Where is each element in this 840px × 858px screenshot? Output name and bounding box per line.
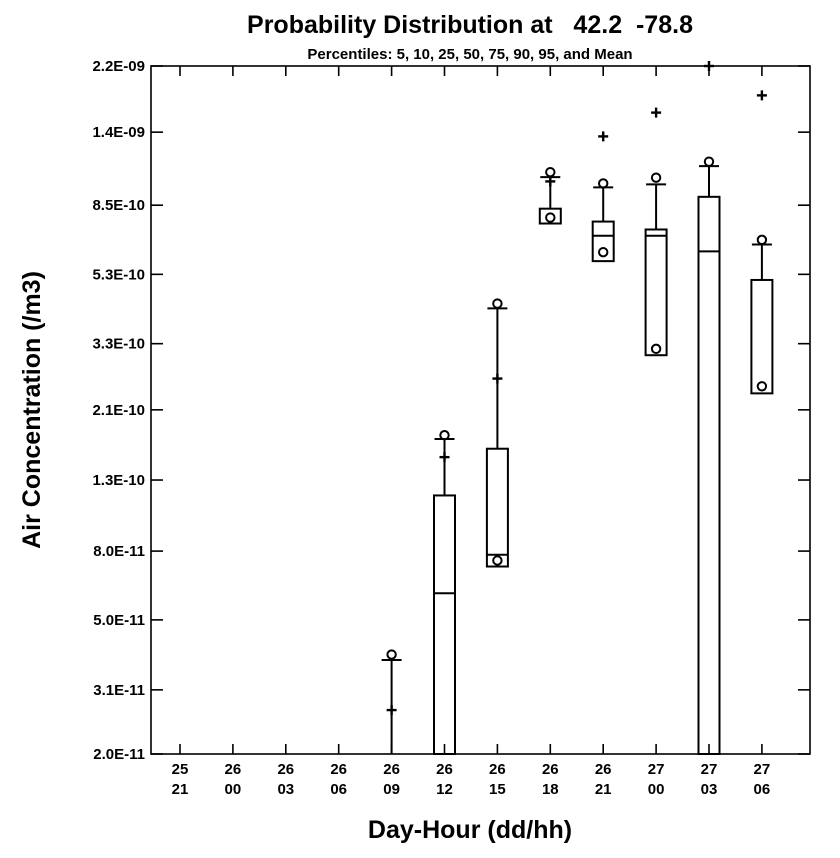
x-tick-label-day: 26 — [542, 761, 559, 778]
chart-title: Probability Distribution at 42.2 -78.8 — [247, 11, 693, 39]
p5-marker — [545, 212, 556, 223]
x-tick-label-hour: 21 — [172, 781, 189, 798]
box-plot-26-12 — [433, 430, 456, 755]
x-tick-label-day: 26 — [225, 761, 242, 778]
box-iqr — [644, 228, 668, 357]
x-tick-label-hour: 06 — [754, 781, 771, 798]
p95-marker — [439, 430, 450, 441]
y-tick-label: 3.1E-11 — [93, 682, 145, 699]
x-tick-label-hour: 00 — [225, 781, 242, 798]
y-tick-label: 2.0E-11 — [93, 746, 145, 763]
x-tick-label-hour: 15 — [489, 781, 506, 798]
y-tick-label: 8.5E-10 — [92, 197, 145, 214]
x-tick-label-hour: 03 — [701, 781, 718, 798]
y-tick-label: 1.4E-09 — [92, 124, 145, 141]
x-tick-label-hour: 12 — [436, 781, 453, 798]
p95-marker — [598, 178, 609, 189]
x-tick-label-hour: 00 — [648, 781, 665, 798]
y-tick-label: 5.0E-11 — [93, 612, 145, 629]
x-axis-label: Day-Hour (dd/hh) — [368, 816, 572, 844]
box-plot-26-21 — [591, 131, 615, 263]
p95-marker — [386, 649, 397, 660]
p5-marker — [598, 246, 609, 258]
p95-marker — [545, 166, 556, 178]
y-axis: 2.0E-11 3.1E-11 5.0E-11 8.0E-11 1.3E-10 2.1E-… — [92, 58, 810, 763]
x-tick-label-day: 27 — [701, 761, 718, 778]
box-plot-27-03 — [697, 61, 721, 755]
y-tick-label: 2.1E-10 — [92, 402, 145, 419]
box-plot-27-06 — [750, 90, 774, 395]
box-plot-26-09 — [381, 649, 402, 754]
box-plot-27-00 — [644, 107, 668, 357]
x-tick-label-hour: 03 — [277, 781, 294, 798]
x-tick-label-day: 26 — [595, 761, 612, 778]
p95-marker — [756, 234, 768, 246]
box-iqr — [591, 220, 615, 263]
x-tick-label-day: 27 — [754, 761, 771, 778]
y-tick-label: 8.0E-11 — [93, 543, 145, 560]
y-tick-label: 1.3E-10 — [92, 472, 145, 489]
x-axis: 25 21 26 00 26 03 26 06 26 09 26 12 26 15 26 18 26 21 27 00… — [172, 66, 771, 798]
x-tick-label-hour: 18 — [542, 781, 559, 798]
x-tick-label-day: 26 — [330, 761, 347, 778]
x-tick-label-hour: 06 — [330, 781, 347, 798]
p5-marker — [650, 343, 662, 355]
x-tick-label-day: 26 — [436, 761, 453, 778]
y-tick-label: 5.3E-10 — [92, 266, 145, 283]
box-iqr — [750, 278, 774, 395]
box-plots — [381, 61, 774, 755]
y-tick-label: 2.2E-09 — [92, 58, 145, 75]
p95-marker — [703, 156, 715, 167]
p5-marker — [756, 381, 768, 392]
box-iqr — [485, 447, 509, 568]
x-tick-label-hour: 21 — [595, 781, 612, 798]
chart-subtitle: Percentiles: 5, 10, 25, 50, 75, 90, 95, … — [307, 46, 632, 63]
box-plot-26-15 — [485, 298, 509, 568]
box-iqr — [433, 494, 456, 755]
x-tick-label-day: 26 — [489, 761, 506, 778]
x-tick-label-day: 25 — [172, 761, 189, 778]
x-tick-label-hour: 09 — [383, 781, 400, 798]
p95-marker — [492, 298, 503, 309]
p5-marker — [492, 555, 503, 566]
y-tick-label: 3.3E-10 — [92, 336, 145, 353]
box-plot-26-18 — [538, 166, 562, 225]
x-tick-label-day: 26 — [383, 761, 400, 778]
x-tick-label-day: 26 — [277, 761, 294, 778]
p95-marker — [650, 172, 662, 183]
plot-frame — [150, 65, 811, 755]
y-axis-label: Air Concentration (/m3) — [18, 271, 46, 549]
box-iqr — [697, 195, 721, 755]
x-tick-label-day: 27 — [648, 761, 665, 778]
